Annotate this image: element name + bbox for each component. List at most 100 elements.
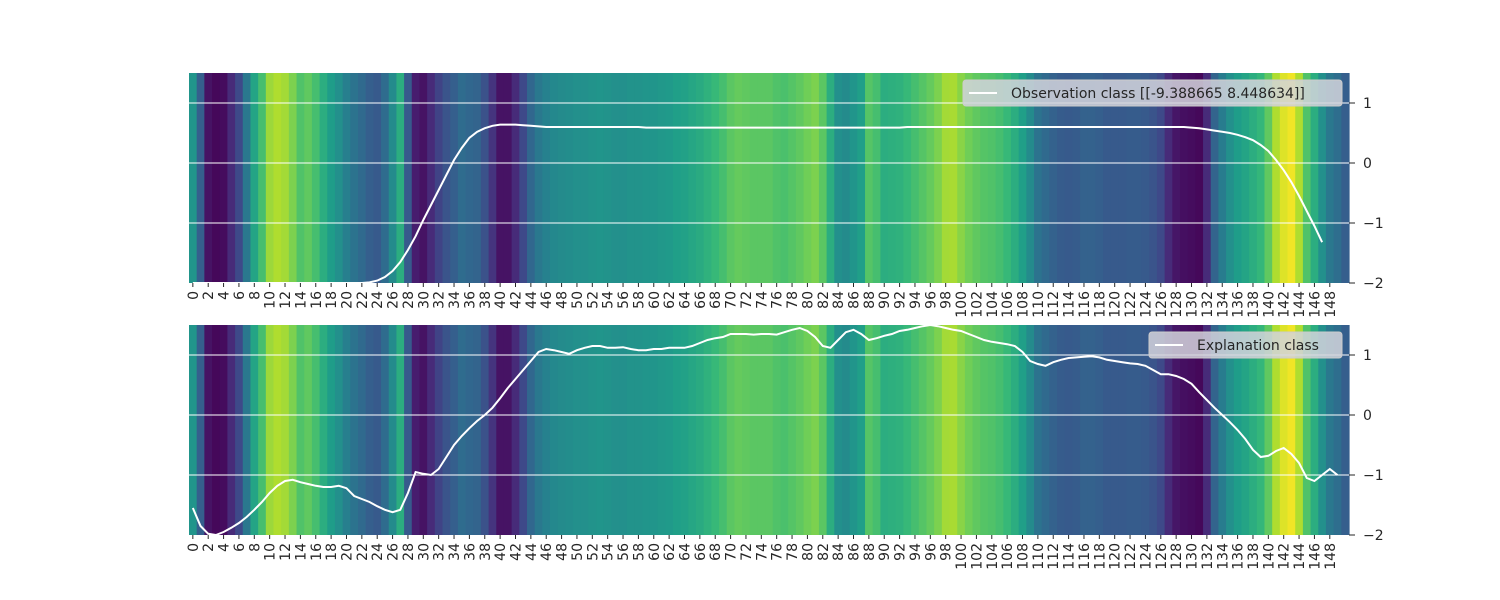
x-tick-label: 76: [770, 543, 786, 561]
x-tick-label: 98: [939, 291, 955, 309]
heatmap-cell: [411, 325, 421, 535]
heatmap-cell: [1172, 73, 1181, 283]
x-tick-label: 58: [631, 291, 647, 309]
x-tick-label: 42: [508, 543, 524, 561]
heatmap-cell: [680, 73, 689, 283]
heatmap-cell: [834, 325, 843, 535]
heatmap-cell: [1341, 73, 1350, 283]
heatmap-cell: [296, 325, 305, 535]
x-tick-label: 86: [847, 543, 863, 561]
heatmap-cell: [818, 325, 828, 535]
x-tick-label: 20: [339, 291, 355, 309]
heatmap-cell: [550, 73, 559, 283]
heatmap-cell: [557, 325, 567, 535]
heatmap-cell: [757, 325, 766, 535]
heatmap-cell: [788, 325, 797, 535]
heatmap-cell: [657, 325, 666, 535]
x-tick-label: 46: [539, 291, 555, 309]
x-tick-label: 124: [1138, 543, 1154, 570]
heatmap-cell: [987, 73, 997, 283]
x-tick-label: 60: [647, 543, 663, 561]
x-tick-label: 128: [1169, 291, 1185, 318]
heatmap-cell: [1057, 73, 1066, 283]
x-tick-label: 10: [263, 291, 279, 309]
heatmap-cell: [319, 325, 328, 535]
heatmap-cell: [972, 73, 981, 283]
x-tick-label: 24: [370, 291, 386, 309]
x-tick-label: 126: [1154, 291, 1170, 318]
heatmap-cell: [865, 73, 874, 283]
heatmap-cell: [473, 325, 482, 535]
heatmap-cell: [1133, 73, 1143, 283]
x-tick-label: 64: [678, 543, 694, 561]
heatmap-cell: [1010, 325, 1020, 535]
x-tick-label: 64: [678, 291, 694, 309]
x-tick-label: 114: [1062, 291, 1078, 318]
x-tick-label: 80: [800, 291, 816, 309]
heatmap-cell: [388, 73, 398, 283]
heatmap-cell: [427, 73, 436, 283]
heatmap-cell: [634, 73, 643, 283]
heatmap-cell: [1095, 73, 1104, 283]
heatmap-cell: [557, 73, 567, 283]
heatmap-cell: [1279, 73, 1289, 283]
heatmap-cell: [788, 73, 797, 283]
x-tick-label: 118: [1092, 291, 1108, 318]
heatmap-cell: [573, 73, 582, 283]
heatmap-cell: [334, 325, 344, 535]
x-tick-label: 82: [816, 291, 832, 309]
heatmap-cell: [1325, 325, 1335, 535]
x-tick-label: 88: [862, 543, 878, 561]
x-tick-label: 50: [570, 543, 586, 561]
heatmap-cell: [519, 325, 528, 535]
x-tick-label: 112: [1046, 543, 1062, 570]
heatmap-cell: [1195, 325, 1204, 535]
heatmap-cell: [527, 325, 536, 535]
x-tick-label: 44: [524, 543, 540, 561]
heatmap-cell: [1172, 325, 1181, 535]
x-tick-label: 38: [478, 291, 494, 309]
x-tick-label: 28: [401, 291, 417, 309]
heatmap-cell: [688, 73, 697, 283]
heatmap-cell: [358, 325, 367, 535]
heatmap-cell: [734, 325, 743, 535]
x-tick-label: 2: [201, 543, 217, 552]
heatmap-cell: [634, 325, 643, 535]
heatmap-cell: [880, 325, 889, 535]
x-tick-label: 16: [309, 543, 325, 561]
x-tick-label: 100: [954, 291, 970, 318]
heatmap-cell: [903, 73, 912, 283]
heatmap-cell: [949, 73, 958, 283]
x-tick-label: 26: [386, 291, 402, 309]
heatmap-cell: [1072, 73, 1081, 283]
x-tick-label: 136: [1231, 291, 1247, 318]
heatmap-cell: [703, 325, 712, 535]
heatmap-cell: [227, 73, 236, 283]
x-tick-label: 122: [1123, 543, 1139, 570]
heatmap-cell: [588, 325, 597, 535]
heatmap-cell: [503, 73, 513, 283]
heatmap-cell: [665, 325, 674, 535]
heatmap-cell: [611, 73, 620, 283]
heatmap-cell: [926, 73, 935, 283]
x-tick-label: 74: [754, 543, 770, 561]
x-tick-label: 146: [1307, 543, 1323, 570]
heatmap-cell: [665, 73, 674, 283]
heatmap-cell: [772, 73, 782, 283]
x-tick-label: 82: [816, 543, 832, 561]
heatmap-cell: [918, 325, 928, 535]
x-tick-label: 4: [217, 291, 233, 300]
heatmap-cell: [342, 73, 351, 283]
heatmap-cell: [304, 73, 313, 283]
heatmap-cell: [365, 325, 374, 535]
heatmap-cell: [857, 73, 866, 283]
x-tick-label: 102: [969, 291, 985, 318]
heatmap-cell: [696, 325, 705, 535]
x-tick-label: 138: [1246, 543, 1262, 570]
x-tick-label: 66: [693, 543, 709, 561]
heatmap-cell: [1203, 73, 1212, 283]
x-tick-label: 136: [1231, 543, 1247, 570]
heatmap-cell: [941, 73, 951, 283]
heatmap-cell: [350, 73, 359, 283]
x-tick-label: 32: [432, 291, 448, 309]
